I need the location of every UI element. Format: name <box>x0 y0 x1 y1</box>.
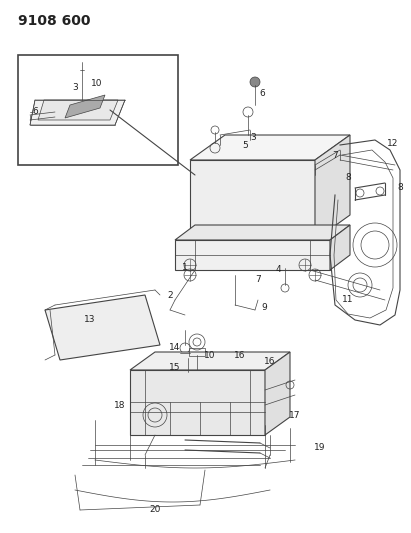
Text: 4: 4 <box>275 265 281 274</box>
Text: 9: 9 <box>261 303 267 312</box>
Text: 8: 8 <box>345 173 351 182</box>
Text: 17: 17 <box>289 410 301 419</box>
Text: 9108 600: 9108 600 <box>18 14 90 28</box>
Bar <box>183 372 193 380</box>
Text: 12: 12 <box>387 139 399 148</box>
Polygon shape <box>330 225 350 270</box>
Text: 8: 8 <box>397 183 403 192</box>
Polygon shape <box>315 135 350 240</box>
Polygon shape <box>190 135 350 160</box>
Text: 6: 6 <box>32 108 38 117</box>
Text: 15: 15 <box>169 364 181 373</box>
Text: 6: 6 <box>259 88 265 98</box>
Circle shape <box>250 77 260 87</box>
Text: 10: 10 <box>204 351 216 359</box>
Text: 7: 7 <box>332 150 338 159</box>
Polygon shape <box>265 352 290 435</box>
Polygon shape <box>175 225 350 240</box>
Text: 7: 7 <box>255 276 261 285</box>
Text: 3: 3 <box>72 84 78 93</box>
Text: 13: 13 <box>84 316 96 325</box>
Polygon shape <box>65 95 105 118</box>
Text: 10: 10 <box>91 78 103 87</box>
Polygon shape <box>45 295 160 360</box>
Polygon shape <box>130 370 265 435</box>
Text: 5: 5 <box>242 141 248 149</box>
Text: 3: 3 <box>250 133 256 142</box>
Polygon shape <box>130 352 290 370</box>
Bar <box>189 348 205 356</box>
Text: 20: 20 <box>149 505 161 514</box>
Polygon shape <box>190 160 315 240</box>
Bar <box>18 55 178 165</box>
Text: 16: 16 <box>264 358 276 367</box>
Polygon shape <box>175 240 330 270</box>
Polygon shape <box>38 100 118 120</box>
Text: 2: 2 <box>167 290 173 300</box>
Text: 18: 18 <box>114 400 126 409</box>
Text: 16: 16 <box>234 351 246 359</box>
Polygon shape <box>30 100 125 125</box>
Text: 19: 19 <box>314 443 326 453</box>
Text: 14: 14 <box>169 343 181 352</box>
Text: 11: 11 <box>342 295 354 304</box>
Text: 1: 1 <box>182 263 188 272</box>
